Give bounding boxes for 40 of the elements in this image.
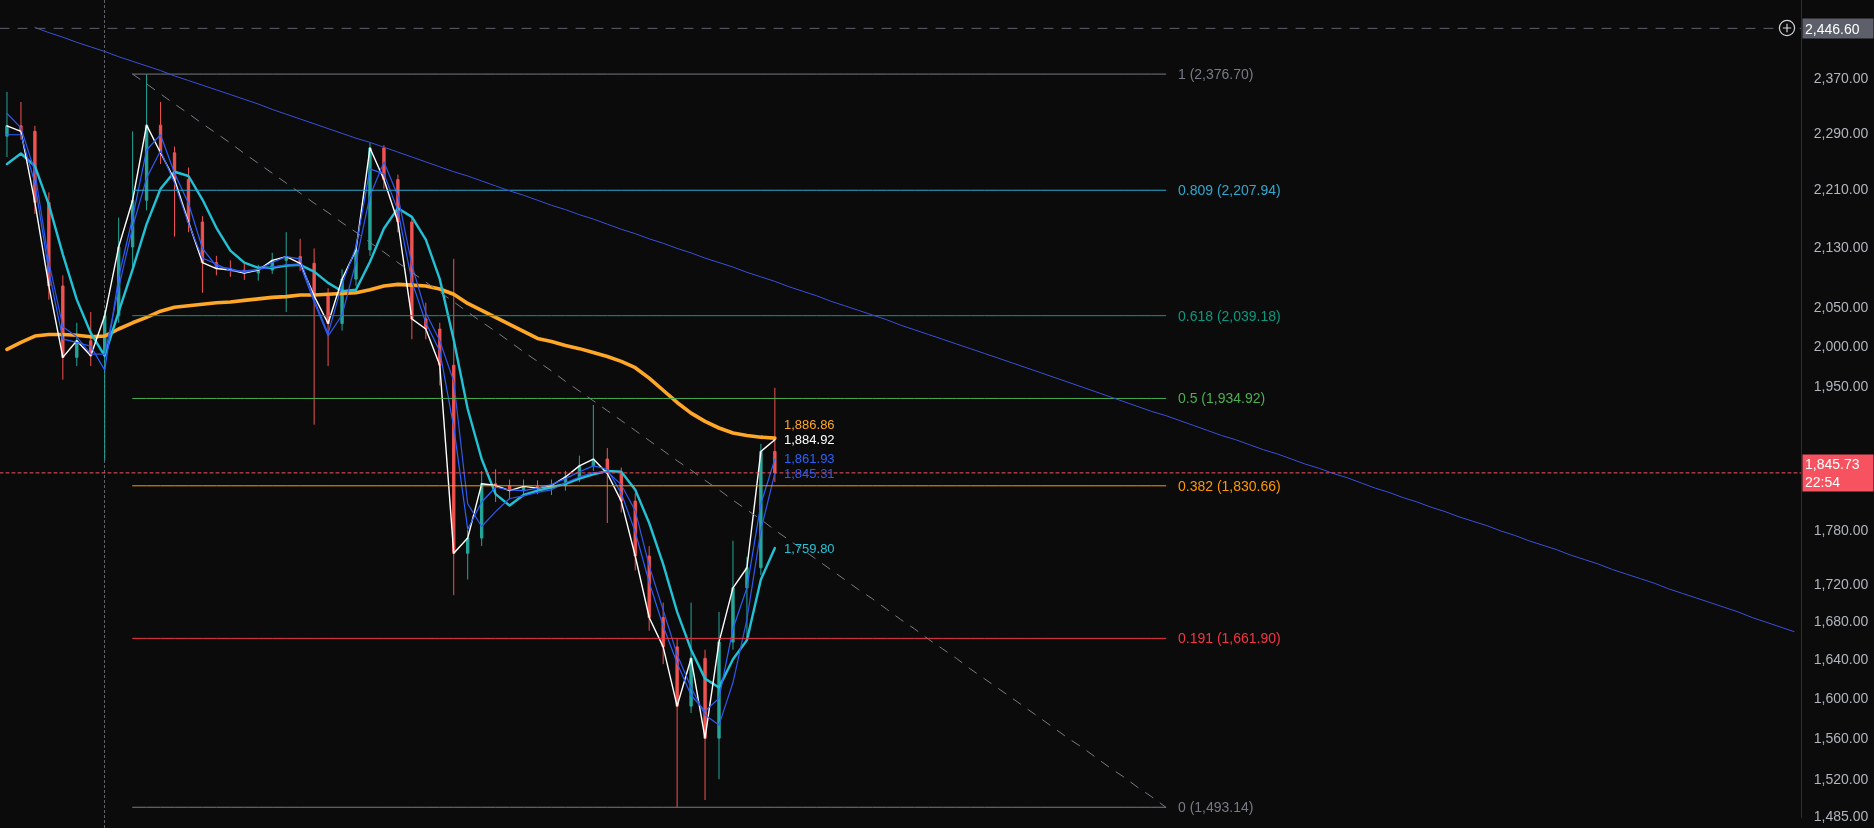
- series-label: 0.5 (1,934.92): [1178, 390, 1266, 406]
- y-tick-label: 2,130.00: [1813, 238, 1869, 255]
- candlestick: [256, 264, 260, 282]
- data-label: 1,884.92: [784, 432, 835, 447]
- y-tick-label: 1,680.00: [1813, 613, 1869, 630]
- y-tick-label: 2,290.00: [1813, 124, 1869, 141]
- candlestick: [5, 91, 9, 158]
- series-label: 1 (2,376.70): [1178, 66, 1254, 82]
- data-label: 1,861.93: [784, 451, 835, 466]
- series-label: 0.382 (1,830.66): [1178, 478, 1281, 494]
- data-label: 1,759.80: [784, 541, 835, 556]
- line-series: [5, 282, 777, 440]
- y-tick-label: 1,485.00: [1813, 807, 1869, 824]
- candlestick: [493, 468, 498, 503]
- candlestick: [466, 529, 470, 581]
- y-tick-label: 1,560.00: [1813, 730, 1869, 747]
- y-tick-label: 1,640.00: [1813, 651, 1869, 668]
- candlestick: [284, 231, 288, 313]
- data-label: 1,845.31: [784, 466, 835, 481]
- y-tick-label: 1,950.00: [1813, 378, 1869, 395]
- y-tick-label: 2,370.00: [1813, 70, 1869, 87]
- candlestick: [75, 322, 79, 367]
- series-label: 0.809 (2,207.94): [1178, 182, 1281, 198]
- line-series: [34, 26, 1795, 633]
- candlestick: [312, 247, 316, 426]
- candlestick: [773, 387, 777, 483]
- series-label: 0.618 (2,039.18): [1178, 308, 1281, 324]
- y-tick-label: 1,720.00: [1813, 576, 1869, 593]
- y-tick-label: 1,780.00: [1813, 521, 1869, 538]
- y-tick-label: 2,050.00: [1813, 299, 1869, 316]
- y-tick-label: 2,210.00: [1813, 180, 1869, 197]
- y-tick-label: 1,600.00: [1813, 690, 1869, 707]
- candlestick: [591, 404, 596, 472]
- data-label: 1,886.86: [784, 417, 835, 432]
- ref-line-label: 2,446.60: [1805, 20, 1860, 37]
- y-tick-label: 1,520.00: [1813, 771, 1869, 788]
- series-label: 0.191 (1,661.90): [1178, 630, 1281, 646]
- series-label: 0 (1,493.14): [1178, 799, 1254, 815]
- ref-line-label: 1,845.73 22:54: [1805, 455, 1860, 491]
- y-tick-label: 2,000.00: [1813, 338, 1869, 355]
